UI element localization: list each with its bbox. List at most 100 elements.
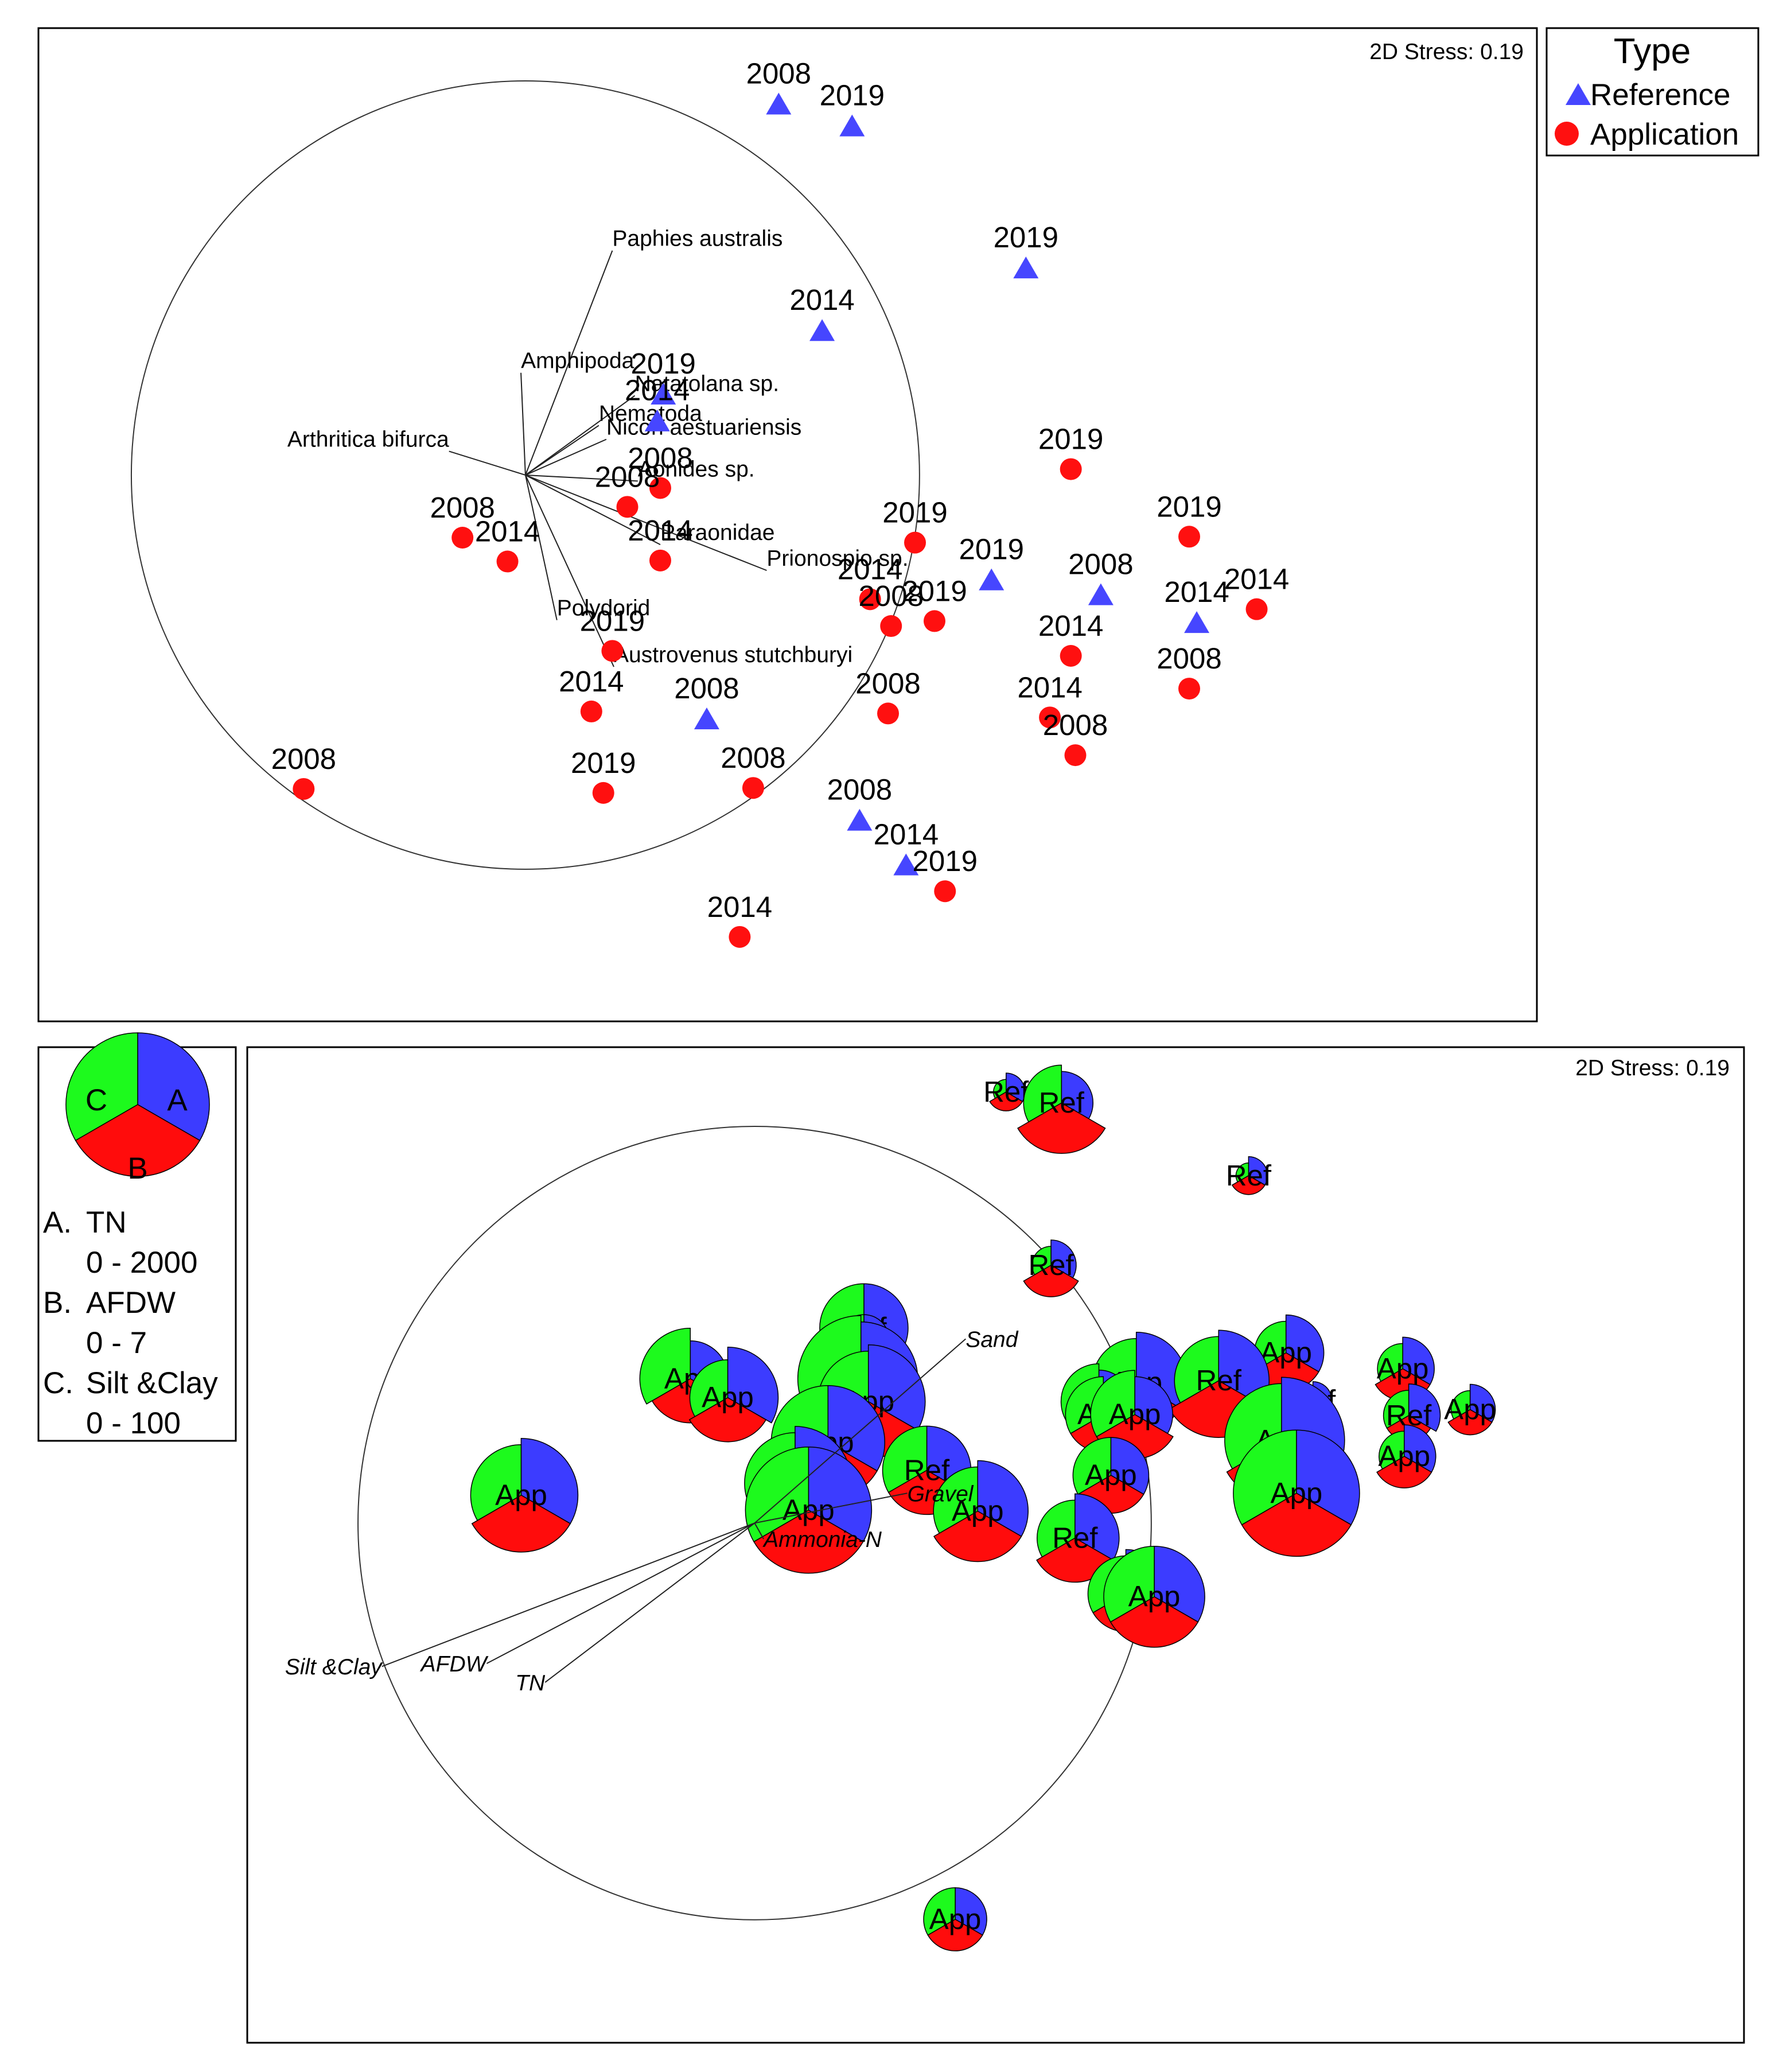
reference-triangle-marker <box>893 853 919 876</box>
application-circle-marker <box>923 610 945 632</box>
pie-bubble: Ref <box>1023 1239 1079 1297</box>
pie-wedge-silt-clay <box>923 1887 956 1936</box>
pie-wedge-tn <box>520 1438 579 1525</box>
legend-application-label: Application <box>1590 118 1739 151</box>
bubble-type-label: App <box>702 1381 754 1414</box>
species-vector-label: Austrovenus stutchburyi <box>614 643 852 667</box>
bubble-type-label: App <box>495 1479 547 1511</box>
species-vector-label: Paphies australis <box>612 227 782 251</box>
point-year-label: 2019 <box>580 604 645 637</box>
pie-wedge-tn <box>955 1887 987 1936</box>
panel-top-frame <box>37 27 1538 1023</box>
pie-wedge-silt-clay <box>1450 1390 1471 1420</box>
bubble-type-label: Ref <box>904 1453 950 1486</box>
bubble-type-label: App <box>782 1494 835 1526</box>
application-circle-marker <box>877 702 900 725</box>
point-year-label: 2014 <box>475 515 540 548</box>
bubble-type-label: App <box>1378 1440 1430 1472</box>
point-year-label: 2019 <box>902 574 967 607</box>
pie-bubble: Ref <box>1226 1156 1272 1195</box>
pie-wedge-afdw <box>1241 1492 1352 1557</box>
application-circle-marker <box>649 477 671 499</box>
pie-bubble: App <box>1103 1545 1205 1648</box>
legend-wedge-a <box>137 1032 210 1141</box>
pie-wedge-afdw <box>1017 1102 1106 1154</box>
application-circle-marker <box>601 640 624 662</box>
correlation-circle <box>130 80 920 870</box>
pie-bubble: App <box>1375 1336 1435 1401</box>
bubble-type-label: Ref <box>1052 1521 1098 1554</box>
panel-bottom-frame <box>246 1046 1745 2044</box>
legend-entry-b-variable: AFDW <box>86 1286 176 1320</box>
pie-wedge-tn <box>1296 1429 1360 1526</box>
application-circle-marker <box>649 549 671 572</box>
point-year-label: 2014 <box>628 514 692 547</box>
pie-wedge-silt-clay <box>1090 1370 1135 1437</box>
legend-pie-label-a: A <box>167 1083 188 1117</box>
point-year-label: 2008 <box>858 580 923 612</box>
pie-wedge-silt-clay <box>1383 1390 1410 1429</box>
pie-bubble: App <box>745 1447 873 1574</box>
pie-wedge-tn <box>1134 1376 1173 1435</box>
bubble-type-label: Ref <box>1226 1159 1272 1192</box>
pie-wedge-silt-clay <box>1031 1246 1052 1276</box>
panel-bottom: 2D Stress: 0.19 RefRefRefRefRefRefAppApp… <box>246 1046 1745 2044</box>
env-vector-line <box>754 1492 908 1524</box>
env-vector-line <box>754 1522 764 1540</box>
reference-triangle-marker <box>847 808 873 831</box>
species-vector-line <box>525 395 636 476</box>
application-circle-marker <box>1178 678 1201 700</box>
pie-wedge-tn <box>727 1346 779 1424</box>
bubble-type-label: App <box>1260 1336 1312 1369</box>
point-year-label: 2014 <box>789 283 854 316</box>
legend-entry-b-range: 0 - 7 <box>86 1326 147 1360</box>
application-circle-marker <box>1245 598 1268 620</box>
species-vector-line <box>525 438 607 476</box>
pie-wedge-tn <box>1285 1314 1325 1373</box>
pie-wedge-silt-clay <box>933 1466 978 1534</box>
pie-bubble: App <box>1090 1370 1174 1459</box>
pie-wedge-silt-clay <box>1072 1437 1112 1495</box>
pie-bubble: Ref <box>983 1072 1029 1111</box>
point-year-label: 2019 <box>882 496 947 529</box>
pie-bubble: App <box>1376 1424 1436 1488</box>
reference-triangle-marker <box>809 319 835 341</box>
species-vector-line <box>524 475 558 620</box>
env-vector-line <box>486 1522 755 1664</box>
application-circle-marker <box>859 588 881 611</box>
point-year-label: 2014 <box>1017 671 1082 703</box>
pie-wedge-silt-clay <box>993 1079 1007 1099</box>
legend-wedge-b <box>75 1104 201 1177</box>
legend-entry-c-range: 0 - 100 <box>86 1406 181 1440</box>
pie-wedge-silt-clay <box>1379 1430 1405 1470</box>
env-vector-label: TN <box>515 1671 546 1696</box>
pie-bubble: Ref <box>1036 1493 1120 1583</box>
application-circle-marker <box>729 926 751 948</box>
pie-legend: A B C A. TN 0 - 2000 B. AFDW 0 - 7 C. Si… <box>37 1032 237 1442</box>
bubble-type-label: Ref <box>1028 1249 1074 1281</box>
point-year-label: 2008 <box>855 667 920 699</box>
panel-top: 2D Stress: 0.19 Paphies australis Amphipo… <box>37 27 1538 1023</box>
legend-wedge-c <box>65 1032 138 1141</box>
application-circle-marker <box>496 550 519 573</box>
env-vector-label: AFDW <box>420 1652 489 1677</box>
species-vector-line <box>524 475 614 667</box>
pie-wedge-silt-clay <box>1174 1336 1219 1404</box>
application-circle-marker <box>742 777 764 799</box>
application-circle-marker <box>880 615 902 637</box>
env-vector-label: Ammonia-N <box>762 1527 882 1552</box>
point-year-label: 2008 <box>628 441 692 474</box>
species-vector-line <box>520 372 526 475</box>
legend-pie-label-c: C <box>85 1083 107 1117</box>
species-vector-line <box>449 450 526 476</box>
pie-wedge-tn <box>1402 1336 1435 1385</box>
species-vector-line <box>525 475 661 546</box>
pie-wedge-afdw <box>688 1397 767 1443</box>
reference-triangle-marker <box>1013 256 1039 279</box>
env-vector-label: Sand <box>965 1327 1018 1352</box>
species-vector-label: Aonides sp. <box>638 457 755 481</box>
pie-wedge-silt-clay <box>882 1425 928 1493</box>
bubble-type-label: App <box>1377 1352 1429 1385</box>
